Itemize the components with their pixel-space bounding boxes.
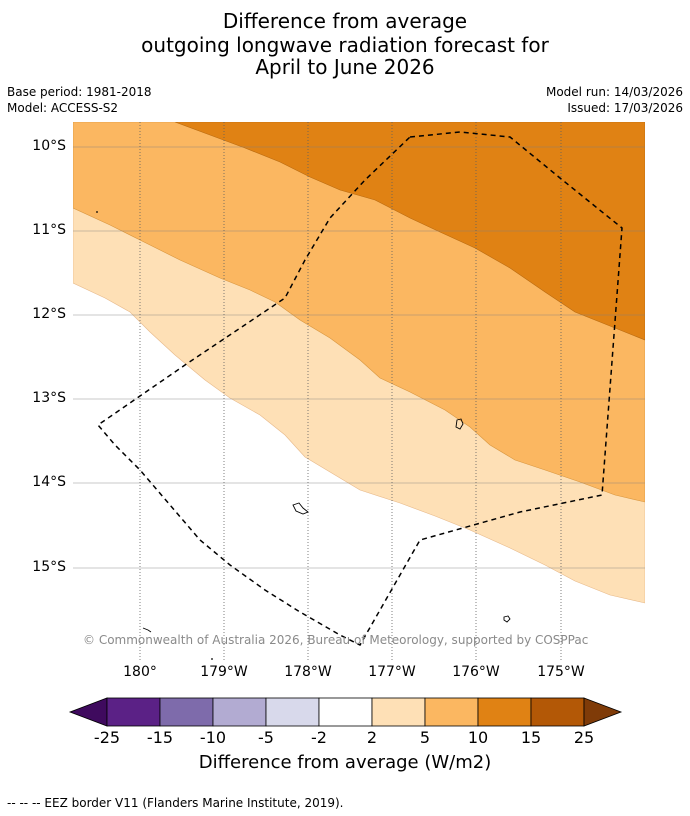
colorbar-segment-3 [212, 697, 267, 727]
island-1 [455, 418, 464, 430]
lon-label-178w: 178°W [284, 664, 332, 680]
eez-border [96, 131, 623, 646]
colorbar [68, 697, 623, 727]
lon-label-175w: 175°W [537, 664, 585, 680]
issued-date: Issued: 17/03/2026 [567, 101, 683, 115]
colorbar-segment-8 [477, 697, 532, 727]
colorbar-tick: 25 [573, 728, 595, 747]
lat-label-13s: 13°S [32, 390, 66, 406]
model-name: Model: ACCESS-S2 [7, 101, 119, 115]
title-line-2: outgoing longwave radiation forecast for [141, 33, 549, 57]
colorbar-segment-1 [106, 697, 161, 727]
contour-band-10-15 [174, 122, 645, 341]
island-3 [503, 615, 511, 623]
map-plot [73, 122, 645, 660]
copyright-notice: © Commonwealth of Australia 2026, Bureau… [83, 633, 589, 647]
colorbar-tick: -25 [93, 728, 121, 747]
colorbar-tick: 5 [419, 728, 431, 747]
colorbar-tick: -5 [258, 728, 274, 747]
colorbar-segment-2 [159, 697, 214, 727]
lon-label-177w: 177°W [368, 664, 416, 680]
lon-label-176w: 176°W [452, 664, 500, 680]
lon-label-179w: 179°W [200, 664, 248, 680]
lon-label-180: 180° [123, 664, 157, 680]
colorbar-segment-4 [265, 697, 320, 727]
title-line-1: Difference from average [222, 9, 468, 33]
colorbar-segment-6 [371, 697, 426, 727]
lat-label-12s: 12°S [32, 306, 66, 322]
island-6 [211, 658, 213, 660]
colorbar-segment-7 [424, 697, 479, 727]
colorbar-tick: 2 [366, 728, 378, 747]
lat-label-15s: 15°S [32, 559, 66, 575]
colorbar-tick: 15 [520, 728, 542, 747]
island-4 [142, 627, 152, 633]
island-2 [292, 502, 309, 515]
lat-label-11s: 11°S [32, 222, 66, 238]
colorbar-min-extend [68, 697, 108, 727]
colorbar-segment-5 [318, 697, 373, 727]
colorbar-tick: -10 [199, 728, 227, 747]
colorbar-tick: -2 [311, 728, 327, 747]
colorbar-tick: 10 [467, 728, 489, 747]
colorbar-segment-9 [530, 697, 585, 727]
colorbar-tick: -15 [146, 728, 174, 747]
eez-legend: -- -- -- EEZ border V11 (Flanders Marine… [7, 796, 344, 810]
island-5 [96, 211, 98, 213]
lat-label-14s: 14°S [32, 474, 66, 490]
colorbar-label: Difference from average (W/m2) [198, 752, 492, 773]
colorbar-max-extend [583, 697, 623, 727]
base-period: Base period: 1981-2018 [7, 85, 152, 99]
title-line-3: April to June 2026 [255, 55, 435, 79]
model-run: Model run: 14/03/2026 [545, 85, 683, 99]
lat-label-10s: 10°S [32, 138, 66, 154]
